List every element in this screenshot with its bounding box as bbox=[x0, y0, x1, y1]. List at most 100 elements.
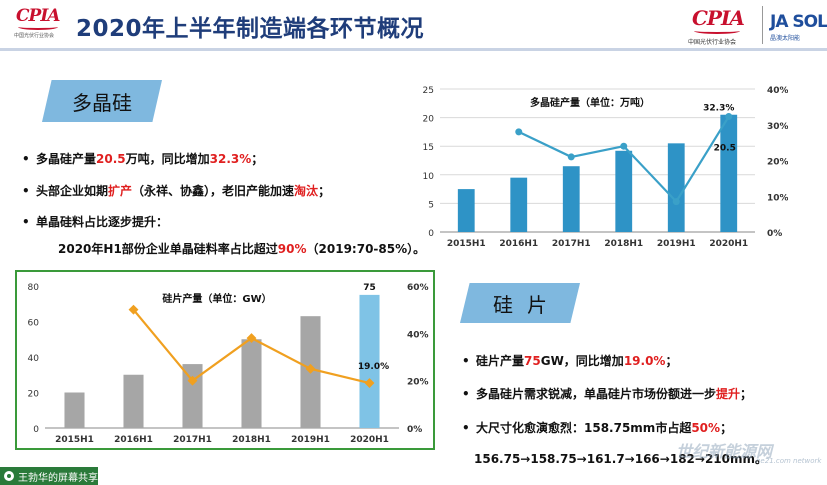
bar-2017H1 bbox=[562, 166, 580, 232]
bar-data-label: 20.5 bbox=[714, 144, 736, 154]
line-data-label: 32.3% bbox=[703, 104, 734, 114]
cpia-logo-right: CPIA 中国光伏行业协会 bbox=[686, 4, 750, 48]
bar-data-label: 75 bbox=[363, 283, 376, 293]
cpia-swoosh-right-icon bbox=[694, 28, 740, 34]
bar-2015H1 bbox=[64, 392, 85, 428]
bullet-text: GW，同比增加 bbox=[540, 354, 624, 368]
section-tag-wafer: 硅片 bbox=[460, 283, 580, 323]
screen-share-badge: 王勃华的屏幕共享 bbox=[0, 467, 98, 485]
y-tick-label: 0 bbox=[33, 425, 39, 435]
y2-tick-label: 0% bbox=[767, 229, 782, 239]
polysilicon-chart: 0 5 10 15 20 25 0% 10% 20% 30% 40% 2015H1 2016H1 2017… bbox=[410, 76, 789, 258]
bar-2018H1 bbox=[615, 150, 633, 232]
x-tick-label: 2016H1 bbox=[499, 239, 538, 249]
cpia-logo-left: CPIA 中国光伏行业协会 bbox=[14, 4, 62, 44]
bar-2016H1 bbox=[510, 177, 528, 232]
growth-point bbox=[246, 333, 257, 344]
bullet-line: • 大尺寸化愈演愈烈：158.75mm市占超50%； bbox=[462, 419, 732, 436]
bullet-dot: • bbox=[22, 215, 30, 229]
bullet-text: 156.75→158.75→161.7→166→182→210mm。 bbox=[474, 452, 767, 466]
y-tick-label: 10 bbox=[423, 172, 435, 182]
highlight-text: 扩产 bbox=[108, 184, 133, 198]
x-tick-label: 2017H1 bbox=[173, 435, 212, 445]
x-tick-label: 2016H1 bbox=[114, 435, 153, 445]
bullet-text: ； bbox=[251, 152, 264, 166]
bar-2018H1 bbox=[241, 339, 262, 428]
cpia-logo-sub: 中国光伏行业协会 bbox=[14, 33, 55, 39]
cpia-swoosh-icon bbox=[18, 24, 58, 30]
y-tick-label: 20 bbox=[423, 115, 435, 125]
header-rule bbox=[0, 48, 827, 51]
growth-point bbox=[187, 375, 198, 386]
y-tick-label: 40 bbox=[28, 354, 40, 364]
watermark: 世纪新能源网 bbox=[676, 442, 773, 461]
bar-2020H1 bbox=[720, 114, 738, 232]
bar-2017H1 bbox=[182, 364, 203, 428]
y2-tick-label: 10% bbox=[767, 193, 788, 203]
highlight-text: 75 bbox=[524, 354, 541, 368]
bullet-dot: • bbox=[462, 421, 470, 435]
highlight-text: 50% bbox=[691, 421, 721, 435]
x-tick-label: 2020H1 bbox=[709, 239, 748, 249]
bullet-text: 多晶硅产量 bbox=[36, 152, 97, 166]
wafer-chart-svg: 0 20 40 60 80 0% 20% 40% 60% 2015H1 2016H1 2017H1 20… bbox=[28, 283, 429, 445]
x-tick-label: 2018H1 bbox=[604, 239, 643, 249]
bullet-dot: • bbox=[22, 152, 30, 166]
y2-tick-label: 20% bbox=[767, 158, 788, 168]
highlight-text: 淘汰 bbox=[294, 184, 319, 198]
growth-point bbox=[128, 304, 139, 315]
bullet-line: • 硅片产量75GW，同比增加19.0%； bbox=[462, 352, 677, 369]
x-tick-label: 2015H1 bbox=[55, 435, 94, 445]
bar-2015H1 bbox=[457, 189, 475, 232]
bullet-text: ； bbox=[318, 184, 331, 198]
bullet-text: （永祥、协鑫），老旧产能加速 bbox=[132, 184, 295, 198]
bullet-line: • 单晶硅料占比逐步提升： bbox=[22, 213, 168, 230]
bullet-dot: • bbox=[22, 184, 30, 198]
bullet-line: • 多晶硅产量20.5万吨，同比增加32.3%； bbox=[22, 150, 263, 167]
header-divider bbox=[762, 6, 763, 44]
chart-title: 多晶硅产量（单位：万吨） bbox=[530, 96, 650, 109]
bullet-text: （2019:70-85%）。 bbox=[306, 242, 426, 256]
y2-tick-label: 30% bbox=[767, 122, 788, 132]
x-tick-label: 2017H1 bbox=[552, 239, 591, 249]
wafer-subline: 156.75→158.75→161.7→166→182→210mm。 bbox=[474, 450, 767, 467]
y-tick-label: 15 bbox=[423, 143, 434, 153]
y-tick-label: 25 bbox=[423, 86, 434, 96]
bullet-text: 2020年H1部份企业单晶硅料率占比超过 bbox=[58, 242, 278, 256]
wafer-chart: 0 20 40 60 80 0% 20% 40% 60% 2015H1 2016H1 2017H1 20… bbox=[15, 270, 435, 450]
bullet-dot: • bbox=[462, 354, 470, 368]
x-tick-label: 2020H1 bbox=[350, 435, 389, 445]
bullet-text: ； bbox=[665, 354, 678, 368]
cpia-logo-text: CPIA bbox=[16, 6, 60, 26]
bullet-text: 硅片产量 bbox=[476, 354, 525, 368]
bullet-text: 多晶硅片需求锐减，单晶硅片市场份额进一步 bbox=[476, 387, 717, 401]
screen-share-icon bbox=[4, 471, 14, 481]
watermark-sub: ne21.com network bbox=[756, 457, 822, 465]
highlight-text: 32.3% bbox=[209, 152, 252, 166]
bullet-text: 头部企业如期 bbox=[36, 184, 109, 198]
bar-2020H1 bbox=[359, 294, 380, 428]
y-tick-label: 80 bbox=[28, 283, 40, 293]
y2-tick-label: 0% bbox=[407, 425, 422, 435]
section-tag-polysilicon: 多晶硅 bbox=[42, 80, 162, 122]
ja-solar-logo-sub: 晶澳太阳能 bbox=[770, 35, 801, 42]
y2-tick-label: 40% bbox=[407, 330, 429, 340]
x-tick-label: 2019H1 bbox=[657, 239, 696, 249]
cpia-logo-right-text: CPIA bbox=[692, 6, 745, 30]
growth-point bbox=[725, 113, 733, 121]
ja-solar-logo: JA SOLA 晶澳太阳能 bbox=[768, 4, 827, 48]
highlight-text: 提升 bbox=[716, 387, 741, 401]
page-title: 2020年上半年制造端各环节概况 bbox=[76, 16, 425, 42]
growth-point bbox=[567, 153, 575, 161]
x-tick-label: 2019H1 bbox=[291, 435, 330, 445]
growth-point bbox=[672, 198, 680, 206]
growth-point bbox=[620, 142, 628, 150]
cpia-logo-right-sub: 中国光伏行业协会 bbox=[688, 39, 737, 46]
y-tick-label: 20 bbox=[28, 390, 40, 400]
highlight-text: 90% bbox=[277, 242, 307, 256]
bullet-text: 万吨，同比增加 bbox=[125, 152, 210, 166]
line-data-label: 19.0% bbox=[358, 362, 389, 372]
bullet-text: ； bbox=[720, 421, 733, 435]
chart-title: 硅片产量（单位：GW） bbox=[162, 292, 271, 305]
y-tick-label: 60 bbox=[28, 319, 40, 329]
